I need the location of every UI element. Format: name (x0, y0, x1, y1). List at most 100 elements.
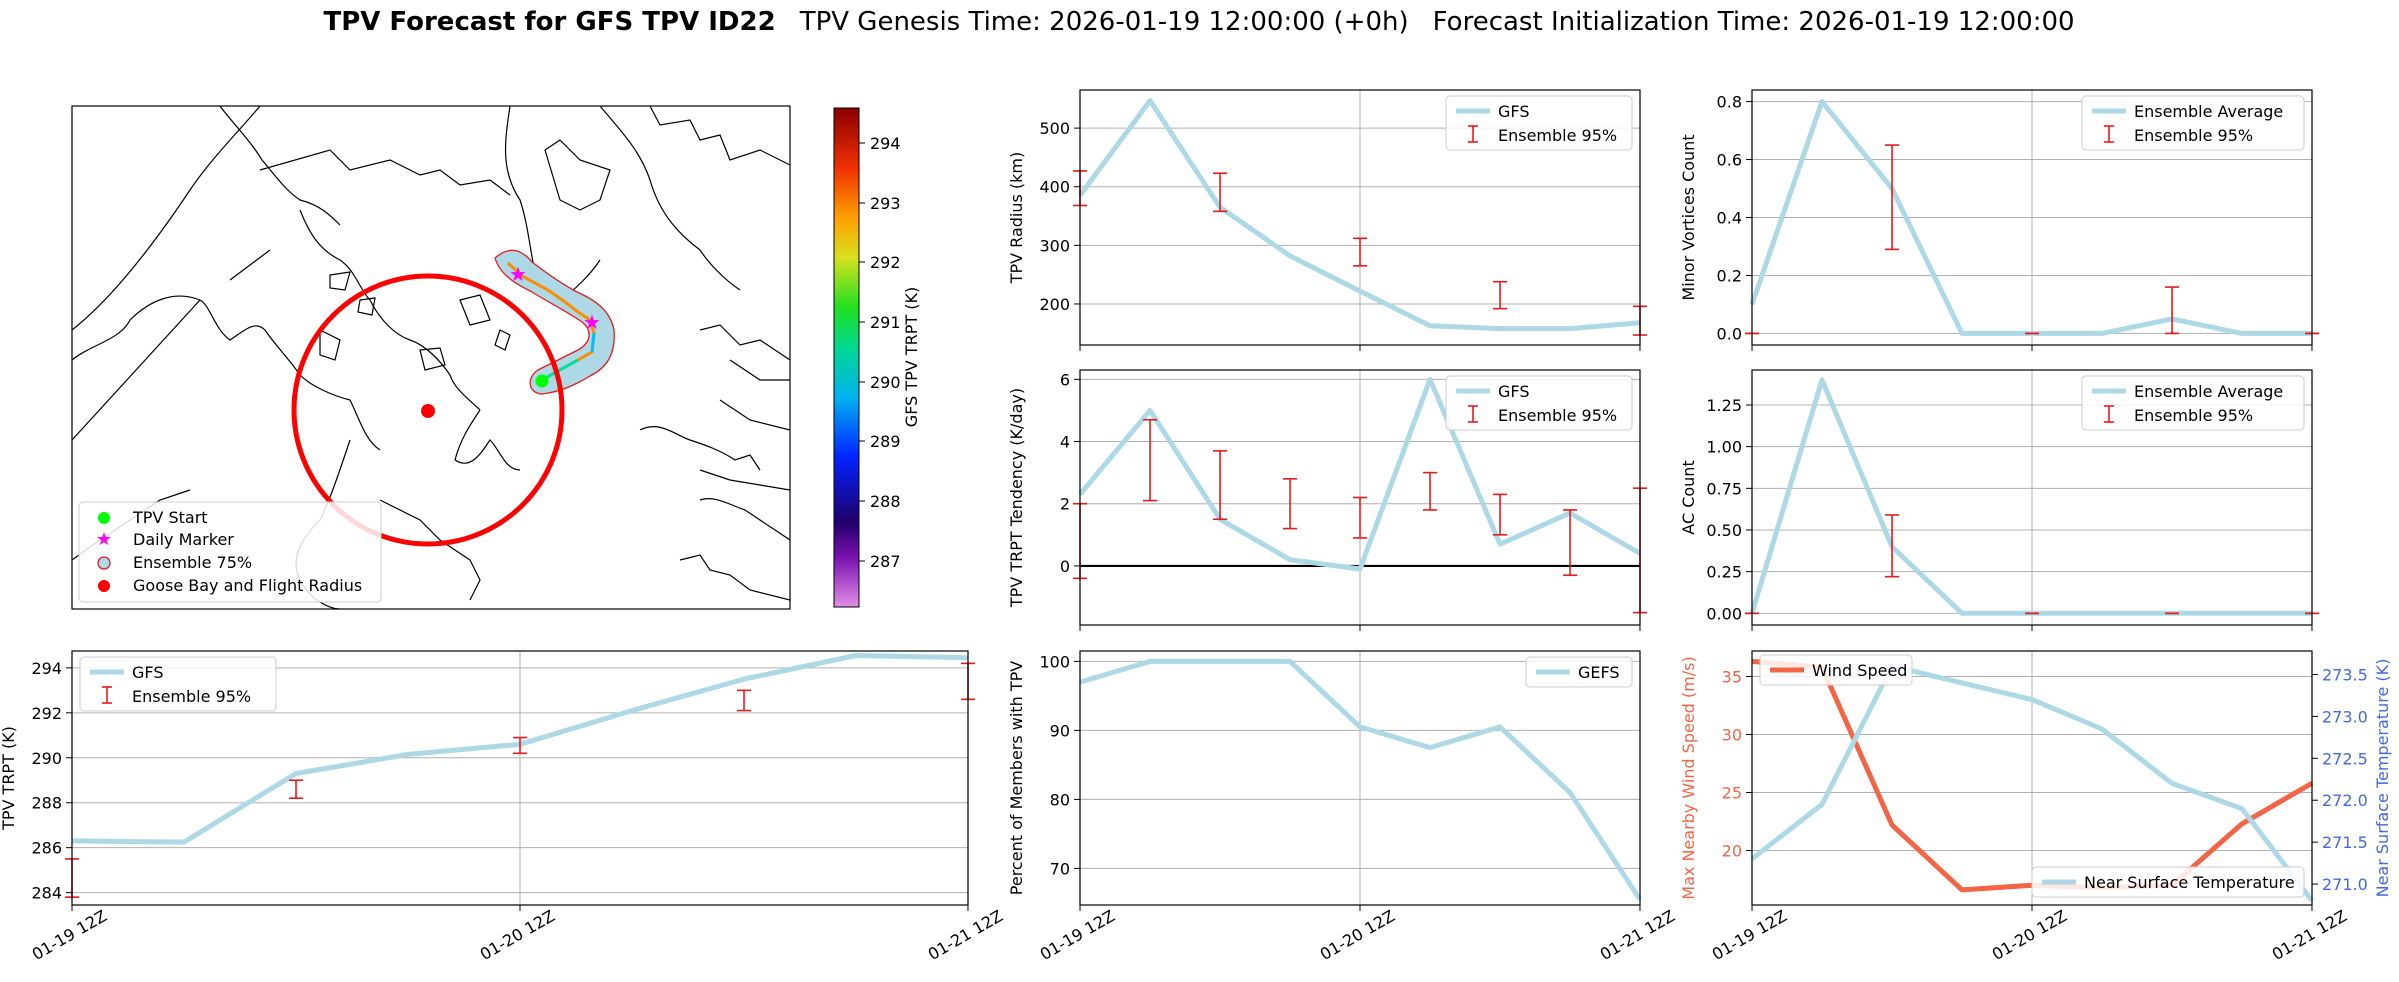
trpt-ylabel: TPV TRPT (K) (0, 726, 18, 831)
colorbar-tick-292: 292 (870, 253, 901, 272)
legend-ensemble-75: Ensemble 75% (133, 553, 252, 572)
legend-daily-marker: Daily Marker (133, 530, 234, 549)
wind-xtick-label: 01-21 12Z (2269, 906, 2350, 964)
map-panel: ★ ★ TPV Start ★ Daily Marker Ensemble 75… (71, 105, 791, 610)
trpt-xtick-label: 01-20 12Z (477, 906, 558, 964)
legend-goose-bay: Goose Bay and Flight Radius (133, 576, 362, 595)
minor-ytick-label: 0.0 (1717, 324, 1742, 343)
tpv-track-mid (590, 332, 596, 353)
wind-frame (1751, 650, 2313, 906)
ac-legend-series: Ensemble Average (2134, 382, 2283, 401)
members-xtick-label: 01-20 12Z (1317, 906, 1398, 964)
legend-goose-icon (98, 580, 110, 592)
wind-xtick-label: 01-19 12Z (1709, 906, 1790, 964)
daily-marker-1: ★ (509, 262, 527, 286)
members-ytick-label: 90 (1050, 721, 1070, 740)
colorbar-tick-289: 289 (870, 432, 901, 451)
trpt-ytick-label: 286 (31, 839, 62, 858)
legend-star-icon: ★ (96, 529, 112, 550)
colorbar-label: GFS TPV TRPT (K) (902, 287, 921, 427)
wind-ytick-label: 35 (1722, 668, 1742, 687)
wind-y2tick-label: 272.0 (2322, 791, 2368, 810)
wind-legend-wind: Wind Speed (1812, 661, 1907, 680)
trpt-ytick-label: 288 (31, 794, 62, 813)
radius-legend-box (1445, 95, 1633, 151)
trpt-ytick-label: 290 (31, 749, 62, 768)
members-xtick-label: 01-19 12Z (1037, 906, 1118, 964)
tend-legend-error: Ensemble 95% (1498, 406, 1617, 425)
goose-bay-marker (421, 404, 435, 418)
trpt-frame (71, 650, 969, 906)
colorbar-tick-287: 287 (870, 552, 901, 571)
ac-ytick-label: 0.25 (1706, 563, 1742, 582)
title-genesis: TPV Genesis Time: 2026-01-19 12:00:00 (+… (799, 7, 1409, 37)
members-series-0 (1079, 658, 1643, 901)
tend-legend-box (1445, 375, 1633, 431)
figure-title: TPV Forecast for GFS TPV ID22 TPV Genesis… (323, 7, 2074, 37)
ac-ytick-label: 1.00 (1706, 438, 1742, 457)
tend-ytick-label: 6 (1060, 370, 1070, 389)
wind-y2tick-label: 273.0 (2322, 707, 2368, 726)
members-xtick-label: 01-21 12Z (1597, 906, 1678, 964)
wind-legend-box-2 (2031, 866, 2305, 898)
minor-ylabel: Minor Vortices Count (1679, 134, 1698, 300)
tend-ytick-label: 2 (1060, 495, 1070, 514)
members-frame (1079, 650, 1641, 906)
trpt-xtick-label: 01-21 12Z (925, 906, 1006, 964)
ac-legend-error: Ensemble 95% (2134, 406, 2253, 425)
ac-legend-box (2081, 375, 2305, 431)
legend-ensemble-icon (97, 556, 111, 570)
tend-ylabel: TPV TRPT Tendency (K/day) (1007, 388, 1026, 608)
ac-ytick-label: 1.25 (1706, 396, 1742, 415)
trpt-legend-box (79, 656, 277, 712)
panel-ac-count: 0.00 0.25 0.50 0.75 1.00 1.25 AC Count Ensemble… (1679, 369, 2319, 631)
wind-y2tick-label: 273.5 (2322, 665, 2368, 684)
colorbar-ticks: 294 293 292 291 290 289 288 287 (859, 134, 901, 571)
minor-ytick-label: 0.8 (1717, 93, 1742, 112)
tend-frame (1079, 369, 1641, 626)
panel-minor-vortices: 0.0 0.2 0.4 0.6 0.8 Minor Vortices Count Ensem… (1679, 89, 2319, 351)
wind-ytick-label: 30 (1722, 726, 1742, 745)
map-frame (71, 105, 791, 610)
members-legend-box (1525, 656, 1633, 688)
colorbar-gradient (833, 107, 860, 608)
trpt-ytick-label: 292 (31, 704, 62, 723)
colorbar: 294 293 292 291 290 289 288 287 GFS TPV … (833, 107, 921, 608)
radius-ytick-label: 400 (1039, 178, 1070, 197)
members-ytick-label: 100 (1039, 652, 1070, 671)
trpt-xtick-label: 01-19 12Z (29, 906, 110, 964)
radius-frame (1079, 89, 1641, 346)
members-ytick-label: 80 (1050, 790, 1070, 809)
trpt-ytick-label: 294 (31, 659, 62, 678)
tend-ytick-label: 4 (1060, 433, 1070, 452)
members-legend-series: GEFS (1578, 663, 1620, 682)
radius-ylabel: TPV Radius (km) (1007, 152, 1026, 285)
wind-xtick-label: 01-20 12Z (1989, 906, 2070, 964)
wind-y2tick-label: 271.5 (2322, 833, 2368, 852)
wind-y2label: Near Surface Temperature (K) (2373, 659, 2392, 898)
flight-radius-ring (291, 273, 565, 547)
colorbar-tick-290: 290 (870, 373, 901, 392)
ensemble-75-area (494, 249, 615, 395)
minor-ytick-label: 0.6 (1717, 151, 1742, 170)
colorbar-tick-293: 293 (870, 194, 901, 213)
trpt-legend-error: Ensemble 95% (132, 687, 251, 706)
radius-series-0 (1077, 98, 1641, 332)
radius-ytick-label: 300 (1039, 236, 1070, 255)
minor-frame (1751, 89, 2313, 346)
ac-ytick-label: 0.00 (1706, 604, 1742, 623)
tend-legend-series: GFS (1498, 382, 1529, 401)
minor-ytick-label: 0.2 (1717, 266, 1742, 285)
wind-ytick-label: 25 (1722, 783, 1742, 802)
daily-marker-2: ★ (583, 310, 601, 334)
trpt-ytick-label: 284 (31, 884, 62, 903)
radius-ytick-label: 200 (1039, 295, 1070, 314)
wind-y2tick-label: 272.5 (2322, 749, 2368, 768)
wind-y2tick-label: 271.0 (2322, 875, 2368, 894)
ac-frame (1751, 369, 2313, 626)
colorbar-tick-288: 288 (870, 492, 901, 511)
ac-ytick-label: 0.50 (1706, 521, 1742, 540)
minor-ytick-label: 0.4 (1717, 209, 1742, 228)
wind-ytick-label: 20 (1722, 841, 1742, 860)
